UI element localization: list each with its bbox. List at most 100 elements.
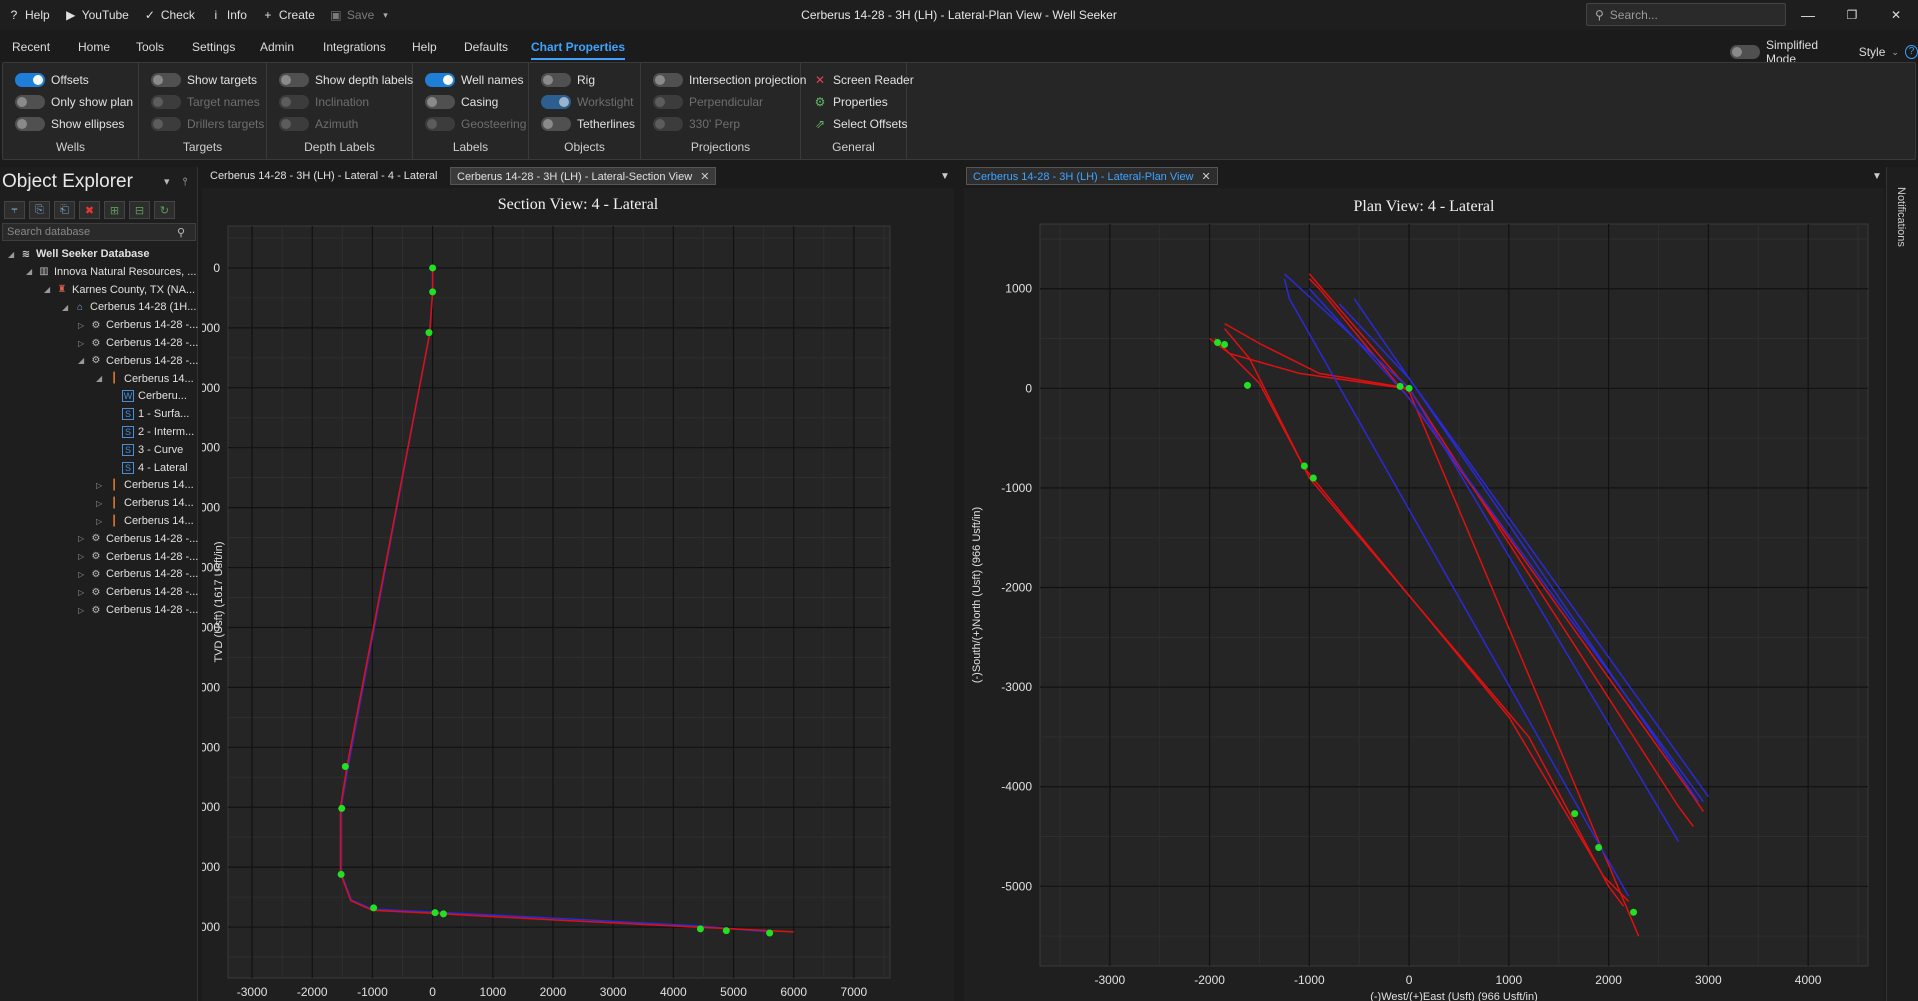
- tab-dropdown-icon[interactable]: ▼: [1872, 171, 1882, 182]
- ribbon-perpendicular[interactable]: Perpendicular: [653, 95, 763, 109]
- ribbon-show-depth-labels[interactable]: Show depth labels: [279, 73, 413, 87]
- toggle-switch[interactable]: [653, 95, 683, 109]
- tree-node[interactable]: ◢ ≋ Well Seeker Database: [8, 246, 150, 262]
- save-button[interactable]: ▣ Save: [322, 0, 381, 30]
- ribbon-intersection-projection[interactable]: Intersection projection: [653, 73, 806, 87]
- tree-node[interactable]: ▷ ⚙ Cerberus 14-28 -...: [78, 602, 198, 618]
- filter-icon[interactable]: ⫧: [4, 201, 25, 219]
- ribbon-offsets[interactable]: Offsets: [15, 73, 89, 87]
- expand-icon[interactable]: ⊞: [104, 201, 125, 219]
- tab-section-view[interactable]: Cerberus 14-28 - 3H (LH) - Lateral-Secti…: [450, 167, 717, 185]
- ribbon-rig[interactable]: Rig: [541, 73, 595, 87]
- tree-node[interactable]: W Cerberu...: [110, 388, 187, 404]
- youtube-button[interactable]: ▶ YouTube: [57, 0, 136, 30]
- tree-node[interactable]: ◢ ┃ Cerberus 14...: [96, 371, 194, 387]
- ribbon-tetherlines[interactable]: Tetherlines: [541, 117, 635, 131]
- tree-node[interactable]: ▷ ⚙ Cerberus 14-28 -...: [78, 335, 198, 351]
- expand-caret-icon[interactable]: ◢: [62, 302, 69, 312]
- tree-node[interactable]: ◢ ⌂ Cerberus 14-28 (1H...: [62, 299, 196, 315]
- style-menu[interactable]: Style: [1858, 45, 1886, 59]
- close-button[interactable]: ✕: [1890, 8, 1902, 22]
- ribbon-geosteering[interactable]: Geosteering: [425, 117, 526, 131]
- toggle-switch[interactable]: [151, 73, 181, 87]
- expand-caret-icon[interactable]: ◢: [44, 285, 51, 295]
- paste-icon[interactable]: ⎗: [54, 201, 75, 219]
- toggle-switch[interactable]: [279, 73, 309, 87]
- expand-caret-icon[interactable]: ◢: [96, 374, 103, 384]
- global-search[interactable]: ⚲: [1586, 3, 1786, 26]
- tab-lateral-4[interactable]: Cerberus 14-28 - 3H (LH) - Lateral - 4 -…: [210, 170, 438, 182]
- toggle-switch[interactable]: [653, 73, 683, 87]
- expand-caret-icon[interactable]: ◢: [8, 249, 15, 259]
- ribbon-workstight[interactable]: Workstight: [541, 95, 633, 109]
- tab-plan-view[interactable]: Cerberus 14-28 - 3H (LH) - Lateral-Plan …: [966, 167, 1218, 185]
- menu-tab-admin[interactable]: Admin: [260, 40, 295, 54]
- toggle-switch[interactable]: [425, 95, 455, 109]
- collapse-icon[interactable]: ⊟: [129, 201, 150, 219]
- simplified-mode-toggle[interactable]: [1730, 45, 1760, 59]
- expand-caret-icon[interactable]: ▷: [78, 534, 85, 544]
- restore-button[interactable]: ❐: [1846, 8, 1858, 22]
- expand-caret-icon[interactable]: ▷: [96, 498, 103, 508]
- chevron-down-icon[interactable]: ⌄: [1891, 46, 1899, 57]
- ribbon-well-names[interactable]: Well names: [425, 73, 523, 87]
- expand-caret-icon[interactable]: ▷: [78, 605, 85, 615]
- check-button[interactable]: ✓ Check: [136, 0, 202, 30]
- info-button[interactable]: i Info: [202, 0, 254, 30]
- toggle-switch[interactable]: [425, 117, 455, 131]
- plan-view-chart[interactable]: -3000 -2000 -1000 0 1000 2000 3000 4000 1000 0 -10…: [964, 188, 1884, 1001]
- global-search-input[interactable]: [1609, 7, 1760, 22]
- ribbon-select-offsets[interactable]: ⇗ Select Offsets: [813, 117, 908, 131]
- tree-node[interactable]: ◢ ▥ Innova Natural Resources, ...: [26, 264, 196, 280]
- tree-node[interactable]: ▷ ⚙ Cerberus 14-28 -...: [78, 566, 198, 582]
- tree-node[interactable]: ▷ ⚙ Cerberus 14-28 -...: [78, 549, 198, 565]
- tree-node[interactable]: ▷ ⚙ Cerberus 14-28 -...: [78, 584, 198, 600]
- tree-node[interactable]: ▷ ┃ Cerberus 14...: [96, 495, 194, 511]
- toggle-switch[interactable]: [15, 117, 45, 131]
- toggle-switch[interactable]: [15, 73, 45, 87]
- expand-caret-icon[interactable]: ▷: [96, 516, 103, 526]
- refresh-icon[interactable]: ↻: [154, 201, 175, 219]
- notifications-sidebar[interactable]: Notifications: [1886, 167, 1918, 1001]
- ribbon-target-names[interactable]: Target names: [151, 95, 260, 109]
- expand-caret-icon[interactable]: ▷: [78, 587, 85, 597]
- expand-caret-icon[interactable]: ▷: [78, 338, 85, 348]
- tree-node[interactable]: ▷ ⚙ Cerberus 14-28 -...: [78, 317, 198, 333]
- ribbon-show-ellipses[interactable]: Show ellipses: [15, 117, 124, 131]
- menu-tab-defaults[interactable]: Defaults: [464, 40, 509, 54]
- close-icon[interactable]: ✕: [700, 171, 710, 183]
- menu-tab-settings[interactable]: Settings: [192, 40, 236, 54]
- menu-tab-home[interactable]: Home: [78, 40, 111, 54]
- tree-node[interactable]: ◢ ⚙ Cerberus 14-28 -...: [78, 353, 198, 369]
- tree-node[interactable]: ▷ ┃ Cerberus 14...: [96, 477, 194, 493]
- help-circle-icon[interactable]: ?: [1904, 45, 1918, 59]
- expand-caret-icon[interactable]: ◢: [26, 267, 33, 277]
- menu-tab-tools[interactable]: Tools: [136, 40, 165, 54]
- toggle-switch[interactable]: [151, 117, 181, 131]
- tree-node[interactable]: S 2 - Interm...: [110, 424, 194, 440]
- toggle-switch[interactable]: [151, 95, 181, 109]
- close-icon[interactable]: ✕: [1201, 171, 1211, 183]
- delete-icon[interactable]: ✖: [79, 201, 100, 219]
- pin-icon[interactable]: ⫯: [182, 176, 188, 188]
- toggle-switch[interactable]: [541, 95, 571, 109]
- toggle-switch[interactable]: [279, 95, 309, 109]
- expand-caret-icon[interactable]: ◢: [78, 356, 85, 366]
- menu-tab-help[interactable]: Help: [412, 40, 437, 54]
- ribbon-show-targets[interactable]: Show targets: [151, 73, 257, 87]
- toggle-switch[interactable]: [541, 73, 571, 87]
- tree-node[interactable]: S 4 - Lateral: [110, 460, 188, 476]
- tree-node[interactable]: S 3 - Curve: [110, 442, 183, 458]
- ribbon-drillers-targets[interactable]: Drillers targets: [151, 117, 264, 131]
- expand-caret-icon[interactable]: ▷: [96, 480, 103, 490]
- section-view-chart[interactable]: -3000 -2000 -1000 0 1000 2000 3000 4000 5000 6000…: [202, 188, 954, 1001]
- ribbon-properties[interactable]: ⚙ Properties: [813, 95, 888, 109]
- minimize-button[interactable]: —: [1801, 7, 1815, 23]
- ribbon-only-show-plan[interactable]: Only show plan: [15, 95, 133, 109]
- toggle-switch[interactable]: [15, 95, 45, 109]
- dropdown-icon[interactable]: ▾: [164, 176, 170, 188]
- toggle-switch[interactable]: [653, 117, 683, 131]
- explorer-search[interactable]: ⚲: [2, 223, 196, 241]
- ribbon-330-perp[interactable]: 330' Perp: [653, 117, 740, 131]
- explorer-search-input[interactable]: [7, 226, 177, 238]
